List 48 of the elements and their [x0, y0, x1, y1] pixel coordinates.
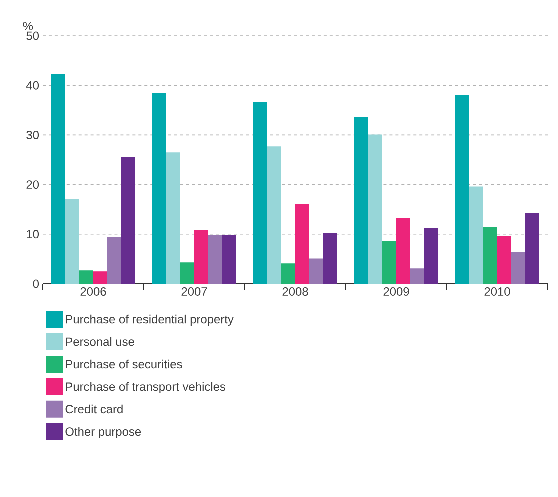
bar	[166, 152, 180, 284]
bar	[382, 241, 396, 284]
bar	[324, 233, 338, 284]
bar	[180, 262, 194, 284]
bar	[194, 230, 208, 284]
legend-label: Other purpose	[66, 427, 142, 438]
bar	[66, 199, 80, 284]
x-tick-label: 2010	[484, 288, 510, 296]
legend-label: Purchase of transport vehicles	[66, 382, 226, 394]
bar	[296, 204, 310, 284]
bar	[122, 157, 136, 284]
x-tick-label: 2009	[384, 288, 410, 296]
bar	[108, 237, 122, 284]
bar	[498, 236, 512, 284]
bar	[424, 228, 439, 284]
legend-label: Credit card	[66, 404, 123, 414]
bar	[80, 270, 94, 284]
y-tick-label: 30	[26, 130, 40, 140]
bar	[94, 272, 108, 284]
bar	[526, 213, 540, 284]
bar	[310, 258, 324, 284]
y-tick-label: 40	[26, 81, 40, 90]
y-tick-label: 50	[26, 32, 40, 40]
x-tick-label: 2006	[80, 288, 106, 296]
legend-label: Purchase of residential property	[66, 314, 234, 326]
bar	[396, 218, 410, 284]
legend-label: Purchase of securities	[66, 360, 182, 369]
bar	[512, 252, 526, 284]
bar	[52, 74, 66, 284]
bar	[208, 235, 222, 284]
y-axis-title: %	[23, 22, 34, 30]
bar	[282, 264, 296, 284]
bar	[222, 235, 236, 284]
legend-label: Personal use	[66, 337, 134, 346]
bar	[368, 134, 382, 284]
y-tick-label: 0	[33, 280, 40, 288]
bar	[152, 94, 166, 284]
bar	[484, 227, 498, 284]
bar	[354, 117, 368, 284]
y-tick-label: 20	[26, 180, 40, 190]
y-tick-label: 10	[27, 230, 40, 239]
bar	[456, 96, 470, 284]
bar	[410, 268, 424, 284]
bar	[268, 146, 282, 284]
bar	[470, 186, 484, 284]
x-tick-label: 2008	[282, 288, 308, 296]
x-tick-label: 2007	[182, 288, 208, 296]
bar	[254, 102, 268, 284]
